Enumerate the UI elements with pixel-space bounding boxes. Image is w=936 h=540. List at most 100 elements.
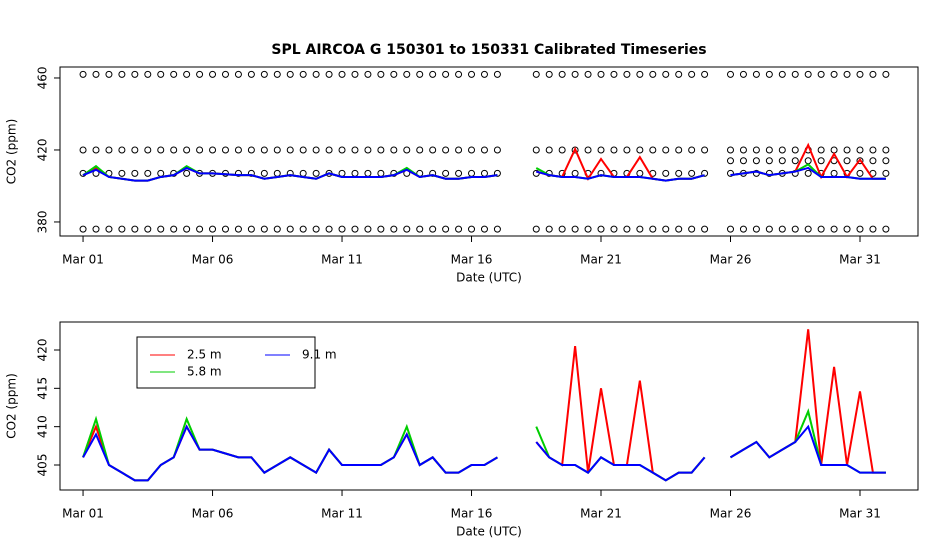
- series-line: [82, 424, 498, 482]
- calibration-point: [351, 70, 359, 78]
- calibration-point: [726, 225, 734, 233]
- calibration-point: [480, 70, 488, 78]
- calibration-point: [765, 157, 773, 165]
- x-tick-label: Mar 31: [839, 253, 881, 267]
- calibration-point: [79, 70, 87, 78]
- calibration-point: [131, 70, 139, 78]
- calibration-point: [791, 70, 799, 78]
- calibration-point: [286, 146, 294, 154]
- calibration-point: [286, 70, 294, 78]
- x-axis-label: Date (UTC): [456, 525, 522, 539]
- calibration-point: [791, 157, 799, 165]
- calibration-point: [623, 225, 631, 233]
- calibration-point: [545, 146, 553, 154]
- y-tick-label: 380: [36, 211, 50, 234]
- calibration-point: [610, 70, 618, 78]
- calibration-point: [882, 225, 890, 233]
- calibration-point: [726, 157, 734, 165]
- calibration-point: [584, 70, 592, 78]
- calibration-point: [442, 169, 450, 177]
- calibration-point: [312, 146, 320, 154]
- calibration-point: [675, 169, 683, 177]
- calibration-point: [377, 169, 385, 177]
- calibration-point: [247, 146, 255, 154]
- legend-label: 9.1 m: [302, 348, 337, 362]
- calibration-point: [351, 169, 359, 177]
- calibration-point: [558, 225, 566, 233]
- calibration-point: [701, 169, 709, 177]
- calibration-point: [597, 225, 605, 233]
- x-tick-label: Mar 11: [321, 253, 363, 267]
- calibration-point: [688, 70, 696, 78]
- calibration-point: [765, 225, 773, 233]
- calibration-point: [662, 70, 670, 78]
- calibration-point: [455, 146, 463, 154]
- calibration-point: [765, 70, 773, 78]
- x-tick-label: Mar 01: [62, 507, 104, 521]
- calibration-point: [662, 225, 670, 233]
- calibration-point: [778, 157, 786, 165]
- calibration-point: [804, 225, 812, 233]
- calibration-point: [170, 225, 178, 233]
- calibration-point: [92, 70, 100, 78]
- calibration-point: [364, 146, 372, 154]
- calibration-point: [752, 146, 760, 154]
- calibration-point: [429, 70, 437, 78]
- calibration-point: [403, 225, 411, 233]
- calibration-point: [649, 146, 657, 154]
- calibration-point: [856, 225, 864, 233]
- calibration-point: [688, 169, 696, 177]
- calibration-point: [144, 169, 152, 177]
- calibration-point: [364, 225, 372, 233]
- series-line: [729, 329, 886, 474]
- calibration-point: [882, 169, 890, 177]
- series-line: [82, 415, 498, 482]
- calibration-point: [247, 169, 255, 177]
- calibration-point: [92, 225, 100, 233]
- calibration-point: [571, 70, 579, 78]
- calibration-point: [701, 225, 709, 233]
- calibration-point: [597, 146, 605, 154]
- y-tick-label: 415: [36, 377, 50, 400]
- calibration-point: [118, 169, 126, 177]
- calibration-point: [260, 70, 268, 78]
- calibration-point: [726, 169, 734, 177]
- calibration-point: [636, 146, 644, 154]
- calibration-point: [79, 225, 87, 233]
- calibration-point: [183, 169, 191, 177]
- calibration-point: [739, 146, 747, 154]
- calibration-point: [429, 225, 437, 233]
- calibration-point: [468, 225, 476, 233]
- calibration-point: [480, 146, 488, 154]
- calibration-point: [662, 146, 670, 154]
- calibration-point: [416, 70, 424, 78]
- y-tick-label: 460: [36, 67, 50, 90]
- calibration-point: [416, 146, 424, 154]
- calibration-point: [157, 70, 165, 78]
- calibration-point: [804, 169, 812, 177]
- calibration-point: [144, 70, 152, 78]
- calibration-point: [843, 225, 851, 233]
- calibration-point: [571, 169, 579, 177]
- calibration-point: [649, 225, 657, 233]
- calibration-point: [610, 225, 618, 233]
- calibration-point: [209, 225, 217, 233]
- calibration-point: [312, 169, 320, 177]
- calibration-point: [752, 157, 760, 165]
- calibration-point: [105, 225, 113, 233]
- calibration-point: [843, 157, 851, 165]
- calibration-point: [377, 225, 385, 233]
- calibration-point: [118, 146, 126, 154]
- calibration-point: [273, 146, 281, 154]
- calibration-point: [843, 146, 851, 154]
- chart-title: SPL AIRCOA G 150301 to 150331 Calibrated…: [271, 42, 706, 58]
- calibration-point: [209, 70, 217, 78]
- calibration-point: [493, 146, 501, 154]
- calibration-point: [247, 70, 255, 78]
- calibration-point: [429, 146, 437, 154]
- calibration-point: [869, 157, 877, 165]
- calibration-point: [739, 157, 747, 165]
- calibration-point: [157, 169, 165, 177]
- calibration-point: [325, 70, 333, 78]
- calibration-point: [183, 146, 191, 154]
